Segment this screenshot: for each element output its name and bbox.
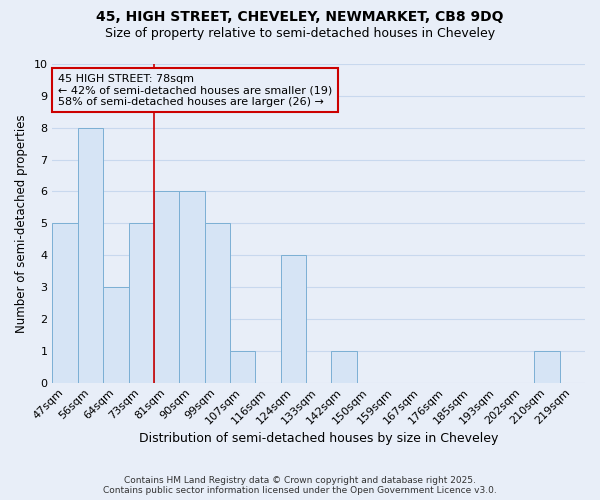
Bar <box>205 224 230 382</box>
Bar <box>230 351 256 382</box>
X-axis label: Distribution of semi-detached houses by size in Cheveley: Distribution of semi-detached houses by … <box>139 432 499 445</box>
Text: 45 HIGH STREET: 78sqm
← 42% of semi-detached houses are smaller (19)
58% of semi: 45 HIGH STREET: 78sqm ← 42% of semi-deta… <box>58 74 332 107</box>
Text: Contains HM Land Registry data © Crown copyright and database right 2025.
Contai: Contains HM Land Registry data © Crown c… <box>103 476 497 495</box>
Bar <box>281 255 306 382</box>
Bar <box>331 351 357 382</box>
Text: 45, HIGH STREET, CHEVELEY, NEWMARKET, CB8 9DQ: 45, HIGH STREET, CHEVELEY, NEWMARKET, CB… <box>96 10 504 24</box>
Bar <box>534 351 560 382</box>
Text: Size of property relative to semi-detached houses in Cheveley: Size of property relative to semi-detach… <box>105 28 495 40</box>
Bar <box>128 224 154 382</box>
Bar <box>78 128 103 382</box>
Bar <box>52 224 78 382</box>
Bar <box>154 192 179 382</box>
Y-axis label: Number of semi-detached properties: Number of semi-detached properties <box>15 114 28 332</box>
Bar <box>103 287 128 382</box>
Bar <box>179 192 205 382</box>
